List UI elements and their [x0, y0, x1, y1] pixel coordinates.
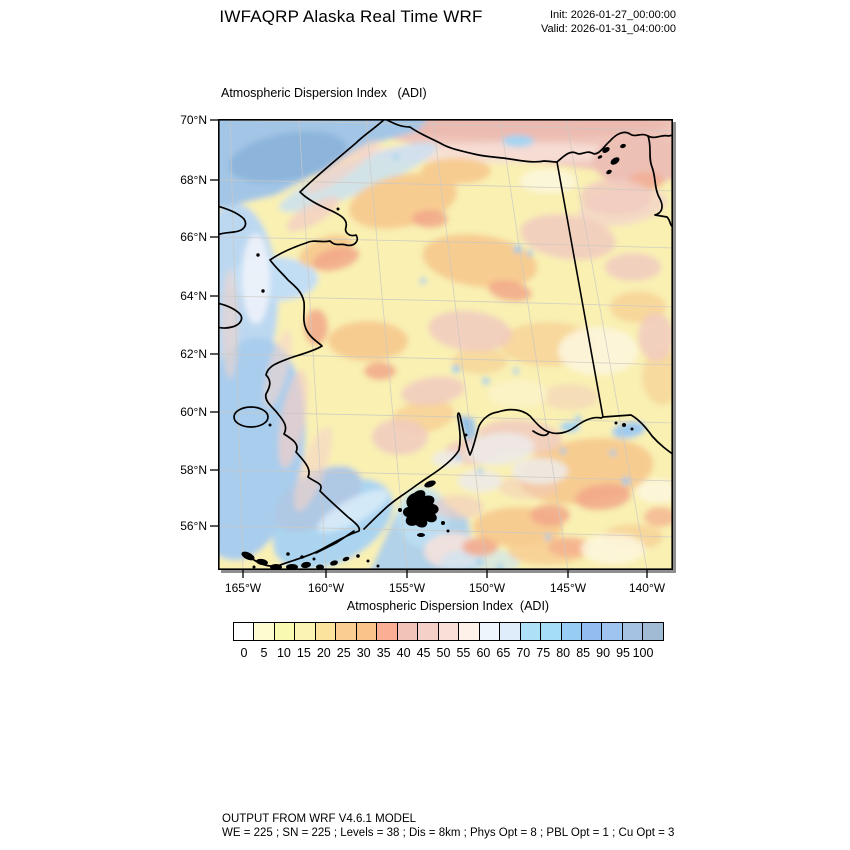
colorbar-cell — [376, 622, 398, 641]
valid-time: Valid: 2026-01-31_04:00:00 — [541, 23, 676, 35]
colorbar-cell — [458, 622, 480, 641]
colorbar-tick-label: 70 — [516, 646, 531, 660]
lat-tick-label: 60°N — [180, 405, 207, 419]
colorbar-title: Atmospheric Dispersion Index (ADI) — [346, 599, 550, 613]
colorbar-tick-label: 30 — [356, 646, 371, 660]
colorbar-cell — [621, 622, 644, 641]
colorbar-tick-label: 45 — [416, 646, 431, 660]
colorbar-cell — [519, 622, 542, 641]
footer-config-line: WE = 225 ; SN = 225 ; Levels = 38 ; Dis … — [222, 827, 675, 839]
colorbar-cell — [499, 622, 521, 641]
lon-tick-label: 140°W — [628, 581, 666, 595]
islands — [241, 143, 634, 570]
colorbar-tick-label: 55 — [456, 646, 471, 660]
colorbar-cell — [437, 622, 460, 641]
colorbar-tick-label: 90 — [596, 646, 611, 660]
lon-tick-label: 165°W — [224, 581, 262, 595]
colorbar-tick-label: 80 — [556, 646, 571, 660]
alaska-canada-border — [556, 161, 604, 418]
lat-tick-label: 70°N — [180, 113, 207, 127]
colorbar-cell — [355, 622, 378, 641]
colorbar-cell — [233, 622, 255, 641]
colorbar-tick-label: 95 — [616, 646, 630, 660]
colorbar-cell — [253, 622, 275, 641]
colorbar-cell — [601, 622, 623, 641]
colorbar-tick-label: 40 — [396, 646, 411, 660]
colorbar-cell — [417, 622, 439, 641]
footer-model-line: OUTPUT FROM WRF V4.6.1 MODEL — [222, 813, 417, 825]
model-run-times: Init: 2026-01-27_00:00:00 Valid: 2026-01… — [516, 8, 676, 36]
init-time: Init: 2026-01-27_00:00:00 — [550, 9, 676, 21]
lon-tick-label: 145°W — [549, 581, 587, 595]
lat-tick-label: 56°N — [180, 519, 207, 533]
colorbar-tick-label: 10 — [276, 646, 291, 660]
colorbar-cell — [478, 622, 501, 641]
colorbar-cell — [642, 622, 664, 641]
colorbar-tick-label: 5 — [260, 646, 268, 660]
colorbar-tick-label: 65 — [496, 646, 511, 660]
lat-tick-label: 68°N — [180, 173, 207, 187]
colorbar-tick-label: 25 — [336, 646, 351, 660]
axis-ticks — [210, 119, 648, 578]
colorbar-cell — [294, 622, 316, 641]
colorbar-cell — [396, 622, 419, 641]
colorbar-tick-label: 60 — [476, 646, 491, 660]
alaska-adi-map — [210, 119, 673, 578]
colorbar-cell — [560, 622, 582, 641]
lat-tick-label: 62°N — [180, 347, 207, 361]
colorbar-tick-label: 100 — [632, 646, 654, 660]
graticule — [218, 119, 673, 570]
colorbar-tick-label: 35 — [376, 646, 391, 660]
colorbar-cell — [273, 622, 296, 641]
lon-tick-label: 150°W — [468, 581, 506, 595]
colorbar-tick-label: 85 — [576, 646, 591, 660]
colorbar-cell — [335, 622, 357, 641]
colorbar-tick-label: 50 — [436, 646, 451, 660]
map-subtitle: Atmospheric Dispersion Index (ADI) — [221, 86, 427, 100]
colorbar-cell — [540, 622, 562, 641]
map-frame — [218, 119, 673, 570]
lat-tick-label: 64°N — [180, 289, 207, 303]
colorbar-tick-label: 75 — [536, 646, 551, 660]
lat-tick-label: 58°N — [180, 463, 207, 477]
lon-tick-label: 160°W — [307, 581, 345, 595]
colorbar-cell — [314, 622, 337, 641]
colorbar-tick-label: 0 — [240, 646, 248, 660]
lat-tick-label: 66°N — [180, 230, 207, 244]
colorbar-cell — [580, 622, 603, 641]
colorbar — [233, 622, 664, 641]
lon-tick-label: 155°W — [388, 581, 426, 595]
page-title: IWFAQRP Alaska Real Time WRF — [219, 7, 483, 26]
colorbar-tick-label: 20 — [316, 646, 331, 660]
colorbar-tick-label: 15 — [296, 646, 311, 660]
